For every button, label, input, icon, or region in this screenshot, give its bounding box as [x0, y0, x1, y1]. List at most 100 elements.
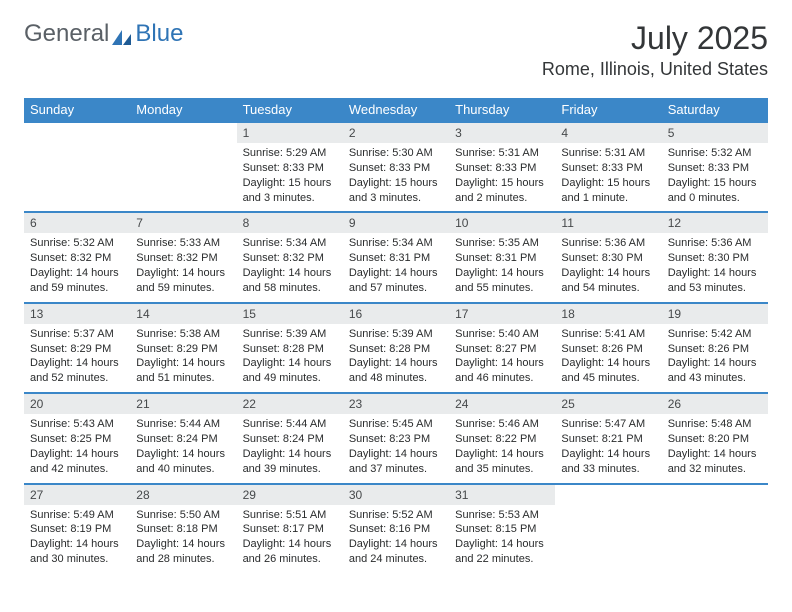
sunset: Sunset: 8:15 PM [455, 522, 549, 537]
day-cell: 25Sunrise: 5:47 AMSunset: 8:21 PMDayligh… [555, 393, 661, 483]
day-cell [662, 484, 768, 573]
sunrise: Sunrise: 5:32 AM [668, 146, 762, 161]
daylight: Daylight: 15 hours and 3 minutes. [243, 176, 337, 206]
day-number: 24 [449, 394, 555, 414]
day-cell: 5Sunrise: 5:32 AMSunset: 8:33 PMDaylight… [662, 122, 768, 212]
daylight: Daylight: 14 hours and 46 minutes. [455, 356, 549, 386]
sunrise: Sunrise: 5:45 AM [349, 417, 443, 432]
calendar: Sunday Monday Tuesday Wednesday Thursday… [24, 98, 768, 121]
day-number: 23 [343, 394, 449, 414]
daylight: Daylight: 14 hours and 35 minutes. [455, 447, 549, 477]
day-number: 15 [237, 304, 343, 324]
day-cell: 7Sunrise: 5:33 AMSunset: 8:32 PMDaylight… [130, 212, 236, 302]
sunrise: Sunrise: 5:31 AM [561, 146, 655, 161]
sunset: Sunset: 8:22 PM [455, 432, 549, 447]
day-info: Sunrise: 5:44 AMSunset: 8:24 PMDaylight:… [237, 414, 343, 482]
sunset: Sunset: 8:32 PM [243, 251, 337, 266]
day-number: 27 [24, 485, 130, 505]
daylight: Daylight: 14 hours and 42 minutes. [30, 447, 124, 477]
sunrise: Sunrise: 5:31 AM [455, 146, 549, 161]
sunset: Sunset: 8:33 PM [349, 161, 443, 176]
sunset: Sunset: 8:33 PM [561, 161, 655, 176]
sunrise: Sunrise: 5:39 AM [243, 327, 337, 342]
week-row: 1Sunrise: 5:29 AMSunset: 8:33 PMDaylight… [24, 122, 768, 212]
week-row: 20Sunrise: 5:43 AMSunset: 8:25 PMDayligh… [24, 393, 768, 483]
daylight: Daylight: 14 hours and 39 minutes. [243, 447, 337, 477]
daylight: Daylight: 15 hours and 2 minutes. [455, 176, 549, 206]
sunset: Sunset: 8:26 PM [561, 342, 655, 357]
calendar-body: 1Sunrise: 5:29 AMSunset: 8:33 PMDaylight… [24, 121, 768, 573]
day-info: Sunrise: 5:34 AMSunset: 8:31 PMDaylight:… [343, 233, 449, 301]
day-cell: 3Sunrise: 5:31 AMSunset: 8:33 PMDaylight… [449, 122, 555, 212]
day-number: 10 [449, 213, 555, 233]
sunset: Sunset: 8:21 PM [561, 432, 655, 447]
sunrise: Sunrise: 5:53 AM [455, 508, 549, 523]
day-info: Sunrise: 5:47 AMSunset: 8:21 PMDaylight:… [555, 414, 661, 482]
day-info: Sunrise: 5:32 AMSunset: 8:33 PMDaylight:… [662, 143, 768, 211]
month-title: July 2025 [542, 20, 768, 57]
header: General Blue July 2025 Rome, Illinois, U… [24, 20, 768, 80]
title-block: July 2025 Rome, Illinois, United States [542, 20, 768, 80]
sunset: Sunset: 8:29 PM [136, 342, 230, 357]
sunset: Sunset: 8:23 PM [349, 432, 443, 447]
daylight: Daylight: 14 hours and 30 minutes. [30, 537, 124, 567]
day-info: Sunrise: 5:38 AMSunset: 8:29 PMDaylight:… [130, 324, 236, 392]
sunset: Sunset: 8:33 PM [455, 161, 549, 176]
daylight: Daylight: 14 hours and 28 minutes. [136, 537, 230, 567]
day-number: 22 [237, 394, 343, 414]
sunrise: Sunrise: 5:36 AM [561, 236, 655, 251]
day-number: 5 [662, 123, 768, 143]
day-number: 4 [555, 123, 661, 143]
sunrise: Sunrise: 5:49 AM [30, 508, 124, 523]
day-info: Sunrise: 5:45 AMSunset: 8:23 PMDaylight:… [343, 414, 449, 482]
sunrise: Sunrise: 5:36 AM [668, 236, 762, 251]
sunset: Sunset: 8:33 PM [668, 161, 762, 176]
day-info: Sunrise: 5:36 AMSunset: 8:30 PMDaylight:… [662, 233, 768, 301]
sunset: Sunset: 8:20 PM [668, 432, 762, 447]
day-cell: 8Sunrise: 5:34 AMSunset: 8:32 PMDaylight… [237, 212, 343, 302]
sunset: Sunset: 8:29 PM [30, 342, 124, 357]
sunrise: Sunrise: 5:51 AM [243, 508, 337, 523]
day-cell [555, 484, 661, 573]
day-info: Sunrise: 5:50 AMSunset: 8:18 PMDaylight:… [130, 505, 236, 573]
sunrise: Sunrise: 5:48 AM [668, 417, 762, 432]
sail-icon [111, 25, 133, 43]
sunset: Sunset: 8:18 PM [136, 522, 230, 537]
day-info: Sunrise: 5:35 AMSunset: 8:31 PMDaylight:… [449, 233, 555, 301]
day-cell: 22Sunrise: 5:44 AMSunset: 8:24 PMDayligh… [237, 393, 343, 483]
day-info: Sunrise: 5:39 AMSunset: 8:28 PMDaylight:… [237, 324, 343, 392]
week-row: 6Sunrise: 5:32 AMSunset: 8:32 PMDaylight… [24, 212, 768, 302]
sunset: Sunset: 8:27 PM [455, 342, 549, 357]
sunset: Sunset: 8:19 PM [30, 522, 124, 537]
day-info: Sunrise: 5:39 AMSunset: 8:28 PMDaylight:… [343, 324, 449, 392]
dayname: Monday [130, 98, 236, 121]
day-info: Sunrise: 5:49 AMSunset: 8:19 PMDaylight:… [24, 505, 130, 573]
sunset: Sunset: 8:32 PM [136, 251, 230, 266]
day-cell: 28Sunrise: 5:50 AMSunset: 8:18 PMDayligh… [130, 484, 236, 573]
logo-text-blue: Blue [135, 20, 183, 48]
daylight: Daylight: 14 hours and 59 minutes. [30, 266, 124, 296]
sunrise: Sunrise: 5:34 AM [349, 236, 443, 251]
sunrise: Sunrise: 5:34 AM [243, 236, 337, 251]
daylight: Daylight: 15 hours and 0 minutes. [668, 176, 762, 206]
sunrise: Sunrise: 5:41 AM [561, 327, 655, 342]
daylight: Daylight: 14 hours and 53 minutes. [668, 266, 762, 296]
sunrise: Sunrise: 5:33 AM [136, 236, 230, 251]
sunset: Sunset: 8:25 PM [30, 432, 124, 447]
day-number: 29 [237, 485, 343, 505]
day-info: Sunrise: 5:51 AMSunset: 8:17 PMDaylight:… [237, 505, 343, 573]
week-row: 13Sunrise: 5:37 AMSunset: 8:29 PMDayligh… [24, 303, 768, 393]
sunrise: Sunrise: 5:42 AM [668, 327, 762, 342]
sunrise: Sunrise: 5:30 AM [349, 146, 443, 161]
daylight: Daylight: 14 hours and 57 minutes. [349, 266, 443, 296]
day-cell: 17Sunrise: 5:40 AMSunset: 8:27 PMDayligh… [449, 303, 555, 393]
sunrise: Sunrise: 5:46 AM [455, 417, 549, 432]
day-number: 1 [237, 123, 343, 143]
sunset: Sunset: 8:31 PM [455, 251, 549, 266]
sunrise: Sunrise: 5:44 AM [243, 417, 337, 432]
day-cell: 12Sunrise: 5:36 AMSunset: 8:30 PMDayligh… [662, 212, 768, 302]
day-number: 30 [343, 485, 449, 505]
sunset: Sunset: 8:30 PM [561, 251, 655, 266]
daylight: Daylight: 14 hours and 55 minutes. [455, 266, 549, 296]
daylight: Daylight: 14 hours and 49 minutes. [243, 356, 337, 386]
